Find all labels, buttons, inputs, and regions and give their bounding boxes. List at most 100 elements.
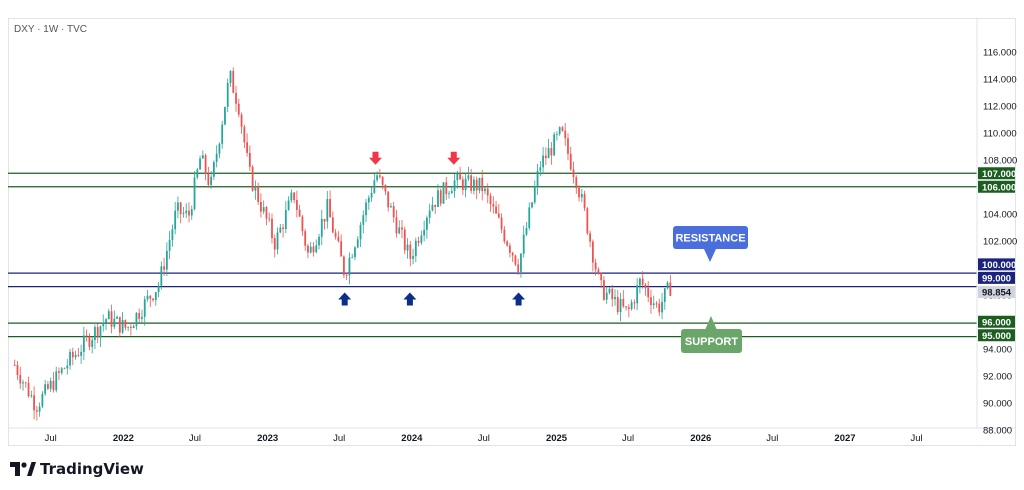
price-label-bg [978,167,1015,180]
candle-body [453,180,456,192]
candle-body [309,246,312,253]
candle-body [282,227,284,229]
candle-body [655,303,658,305]
candle-body [384,184,387,192]
y-tick-label: 114.000 [983,74,1017,85]
candle-body [652,303,655,306]
candle-body [486,188,489,196]
candle-body [666,282,669,289]
candle-body [539,167,542,171]
candle-body [235,92,237,104]
arrow-up-icon [403,292,417,306]
candle-body [619,298,622,313]
candle-body [320,218,323,237]
candle-body [373,180,376,193]
candle-body [179,202,182,215]
tradingview-brand[interactable]: TradingView [10,459,144,479]
candle-body [658,303,661,313]
candle-body [154,292,157,301]
price-label: 98.854 [982,288,1012,299]
candle-body [273,238,276,250]
candle-body [74,354,77,358]
y-tick-label: 94.000 [983,344,1012,355]
candle-body [365,202,367,216]
candle-body [69,351,71,366]
candle-body [207,173,210,185]
price-label-bg [978,286,1015,299]
candle-body [271,218,273,239]
x-tick-label: 2022 [113,433,134,444]
candle-body [301,216,304,232]
candle-body [63,368,66,370]
candle-body [448,193,450,195]
candle-body [600,273,603,281]
candle-body [497,213,500,218]
candle-body [550,148,553,156]
candle-body [22,382,24,384]
x-tick-label: 2023 [257,433,278,444]
candle-body [229,71,232,84]
candle-body [30,395,33,397]
candle-body [201,155,204,159]
candle-body [304,231,307,246]
x-tick-label: Jul [766,433,778,444]
candle-body [71,351,74,358]
candle-body [359,224,362,240]
candle-body [243,126,246,143]
candle-body [517,264,520,272]
y-tick-label: 88.000 [983,425,1012,436]
candle-body [96,326,99,338]
support-callout [681,329,742,353]
chart-frame [8,18,1016,446]
candle-body [639,278,641,286]
price-label-bg [978,271,1015,284]
candle-body [38,406,41,412]
candle-body [127,327,130,328]
candle-body [500,217,503,230]
candle-body [603,280,605,300]
candle-body [370,192,373,198]
candle-body [113,318,116,327]
candle-body [412,256,414,259]
candle-body [182,213,185,215]
candle-body [636,285,639,304]
candle-body [337,236,340,242]
candle-body [564,130,567,139]
candle-body [644,284,647,288]
candle-body [323,218,326,222]
candle-body [434,204,437,207]
candle-body [591,241,594,263]
candle-body [456,173,459,181]
y-tick-label: 104.000 [983,209,1017,220]
x-tick-label: Jul [333,433,345,444]
candle-body [464,178,467,191]
arrow-up-icon [338,292,352,306]
candle-body [343,256,345,276]
candle-body [251,166,254,191]
x-tick-label: 2025 [546,433,568,444]
candle-body [414,240,417,257]
candle-body [376,175,379,181]
price-label-bg [978,329,1015,342]
candle-body [107,311,110,320]
candle-body [431,204,434,211]
candle-body [326,198,329,222]
candle-body [650,297,652,306]
candle-body [575,177,578,189]
candle-body [171,229,174,241]
candle-body [387,191,390,208]
x-tick-label: 2024 [401,433,423,444]
candle-body [522,234,525,254]
candle-body [143,299,146,317]
candle-body [221,124,224,144]
candle-body [240,114,243,127]
candle-body [506,241,509,246]
candle-body [528,207,531,229]
candle-body [354,247,356,258]
candle-body [542,155,544,168]
candle-body [298,209,301,217]
candle-body [445,182,448,195]
candle-body [91,340,94,347]
candle-body [611,288,614,300]
